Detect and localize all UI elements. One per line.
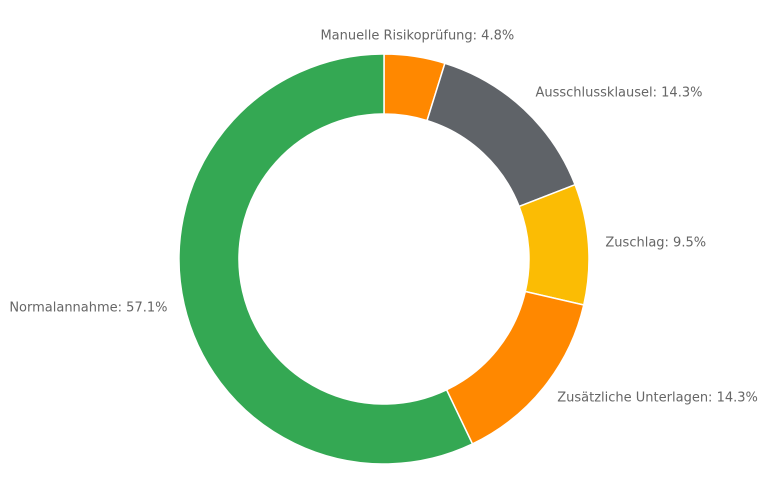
label-zusaetzliche-unterlagen: Zusätzliche Unterlagen: 14.3% <box>557 390 758 405</box>
slice-zuschlag <box>518 183 590 306</box>
label-manuelle-risikopruefung: Manuelle Risikoprüfung: 4.8% <box>320 29 514 44</box>
label-zuschlag: Zuschlag: 9.5% <box>605 235 706 250</box>
slice-labels: Manuelle Risikoprüfung: 4.8% Ausschlusskl… <box>9 29 758 406</box>
label-normalannahme: Normalannahme: 57.1% <box>9 301 167 316</box>
label-ausschlussklausel: Ausschlussklausel: 14.3% <box>535 86 702 101</box>
slice-normalannahme <box>178 53 474 465</box>
donut-slices <box>178 53 590 465</box>
slice-zusaetzliche-unterlagen <box>445 290 585 445</box>
